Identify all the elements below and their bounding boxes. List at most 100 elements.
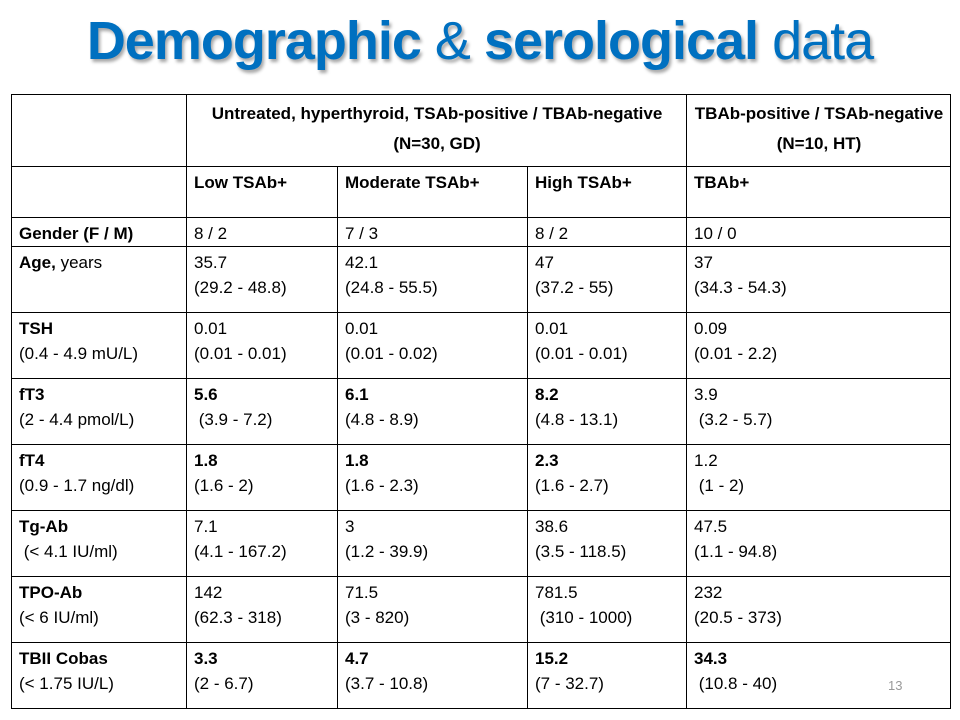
median-value: 7 / 3	[345, 224, 379, 243]
data-cell: 47.5 (1.1 - 94.8)	[686, 510, 952, 577]
range-value: (3.7 - 10.8)	[345, 674, 429, 693]
range-value: (20.5 - 373)	[694, 608, 782, 627]
table-row: Tg-Ab (< 4.1 IU/ml) 7.1 (4.1 - 167.2) 3 (1.2…	[11, 510, 952, 577]
title-part: data	[772, 11, 874, 71]
range-value: (7 - 32.7)	[535, 674, 604, 693]
median-value: 8 / 2	[194, 224, 228, 243]
data-cell: 2.3 (1.6 - 2.7)	[526, 444, 688, 511]
median-value: 0.01	[535, 319, 569, 338]
median-value: 4.7	[345, 649, 369, 668]
data-cell: 0.01 (0.01 - 0.02)	[337, 312, 528, 379]
median-value: 10 / 0	[694, 224, 737, 243]
median-value: 3	[345, 517, 355, 536]
corner-cell	[11, 94, 187, 167]
range-value: (0.01 - 0.01)	[194, 344, 287, 363]
row-label-cell: fT4 (0.9 - 1.7 ng/dl)	[11, 444, 187, 511]
data-cell: 10 / 0	[686, 217, 952, 247]
range-value: (3 - 820)	[345, 608, 410, 627]
table-row: TBII Cobas (< 1.75 IU/L) 3.3 (2 - 6.7) 4.7 (3…	[11, 642, 952, 709]
range-value: (4.8 - 8.9)	[345, 410, 419, 429]
median-value: 7.1	[194, 517, 218, 536]
row-label-cell: fT3 (2 - 4.4 pmol/L)	[11, 378, 187, 445]
range-value: (310 - 1000)	[535, 608, 633, 627]
median-value: 15.2	[535, 649, 569, 668]
range-value: (1.6 - 2)	[194, 476, 254, 495]
range-value: (4.8 - 13.1)	[535, 410, 619, 429]
median-value: 0.01	[194, 319, 228, 338]
median-value: 38.6	[535, 517, 569, 536]
row-label: fT3	[19, 385, 45, 404]
title-part: serological	[483, 11, 759, 71]
row-label: fT4	[19, 451, 45, 470]
data-cell: 5.6 (3.9 - 7.2)	[186, 378, 338, 445]
median-value: 142	[194, 583, 223, 602]
median-value: 6.1	[345, 385, 369, 404]
median-value: 3.9	[694, 385, 718, 404]
data-table: Untreated, hyperthyroid, TSAb-positive /…	[11, 94, 952, 709]
data-cell: 0.01 (0.01 - 0.01)	[526, 312, 688, 379]
data-cell: 8 / 2	[186, 217, 338, 247]
column-header: TBAb+	[686, 166, 952, 218]
table-row: fT4 (0.9 - 1.7 ng/dl) 1.8 (1.6 - 2) 1.8 (1.6 …	[11, 444, 952, 511]
row-label-cell: Age, years	[11, 246, 187, 313]
median-value: 781.5	[535, 583, 578, 602]
data-cell: 3 (1.2 - 39.9)	[337, 510, 528, 577]
data-cell: 38.6 (3.5 - 118.5)	[526, 510, 688, 577]
data-cell: 142 (62.3 - 318)	[186, 576, 338, 643]
data-cell: 71.5 (3 - 820)	[337, 576, 528, 643]
data-cell: 232 (20.5 - 373)	[686, 576, 952, 643]
data-cell: 3.3 (2 - 6.7)	[186, 642, 338, 709]
range-value: (34.3 - 54.3)	[694, 278, 787, 297]
data-cell: 8 / 2	[526, 217, 688, 247]
median-value: 35.7	[194, 253, 228, 272]
range-value: (4.1 - 167.2)	[194, 542, 287, 561]
median-value: 1.2	[694, 451, 718, 470]
data-cell: 34.3 (10.8 - 40)	[686, 642, 952, 709]
range-value: (2 - 6.7)	[194, 674, 254, 693]
row-label-cell: Tg-Ab (< 4.1 IU/ml)	[11, 510, 187, 577]
range-value: (37.2 - 55)	[535, 278, 614, 297]
data-cell: 15.2 (7 - 32.7)	[526, 642, 688, 709]
row-label-suffix: years	[55, 253, 103, 272]
data-cell: 42.1 (24.8 - 55.5)	[337, 246, 528, 313]
range-value: (1.1 - 94.8)	[694, 542, 778, 561]
median-value: 8 / 2	[535, 224, 569, 243]
row-label-cell: TPO-Ab (< 6 IU/ml)	[11, 576, 187, 643]
range-value: (3.5 - 118.5)	[535, 542, 627, 561]
reference-range: (< 6 IU/ml)	[19, 608, 99, 627]
corner-cell	[11, 166, 187, 218]
median-value: 1.8	[194, 451, 218, 470]
data-cell: 37 (34.3 - 54.3)	[686, 246, 952, 313]
table-row: fT3 (2 - 4.4 pmol/L) 5.6 (3.9 - 7.2) 6.1 (4.…	[11, 378, 952, 445]
data-cell: 3.9 (3.2 - 5.7)	[686, 378, 952, 445]
column-header: Moderate TSAb+	[337, 166, 528, 218]
range-value: (0.01 - 2.2)	[694, 344, 778, 363]
range-value: (29.2 - 48.8)	[194, 278, 287, 297]
median-value: 0.09	[694, 319, 728, 338]
group-header-gd: Untreated, hyperthyroid, TSAb-positive /…	[185, 94, 688, 167]
median-value: 2.3	[535, 451, 559, 470]
data-cell: 0.01 (0.01 - 0.01)	[186, 312, 338, 379]
row-label: TSH	[19, 319, 53, 338]
row-label: TBII Cobas	[19, 649, 108, 668]
data-cell: 1.8 (1.6 - 2.3)	[337, 444, 528, 511]
reference-range: (< 4.1 IU/ml)	[19, 542, 118, 561]
row-label-cell: TSH (0.4 - 4.9 mU/L)	[11, 312, 187, 379]
data-cell: 6.1 (4.8 - 8.9)	[337, 378, 528, 445]
median-value: 34.3	[694, 649, 728, 668]
range-value: (62.3 - 318)	[194, 608, 282, 627]
data-cell: 781.5 (310 - 1000)	[526, 576, 688, 643]
row-label-cell: TBII Cobas (< 1.75 IU/L)	[11, 642, 187, 709]
median-value: 71.5	[345, 583, 379, 602]
table-row: Gender (F / M) 8 / 2 7 / 3 8 / 2 10 / 0	[11, 217, 952, 247]
reference-range: (< 1.75 IU/L)	[19, 674, 114, 693]
data-cell: 1.8 (1.6 - 2)	[186, 444, 338, 511]
range-value: (10.8 - 40)	[694, 674, 778, 693]
group-header-row: Untreated, hyperthyroid, TSAb-positive /…	[11, 94, 952, 167]
median-value: 8.2	[535, 385, 559, 404]
data-cell: 0.09 (0.01 - 2.2)	[686, 312, 952, 379]
reference-range: (0.9 - 1.7 ng/dl)	[19, 476, 135, 495]
range-value: (0.01 - 0.02)	[345, 344, 438, 363]
column-header-row: Low TSAb+ Moderate TSAb+ High TSAb+ TBAb…	[11, 166, 952, 218]
table-row: TSH (0.4 - 4.9 mU/L) 0.01 (0.01 - 0.01) 0.01…	[11, 312, 952, 379]
